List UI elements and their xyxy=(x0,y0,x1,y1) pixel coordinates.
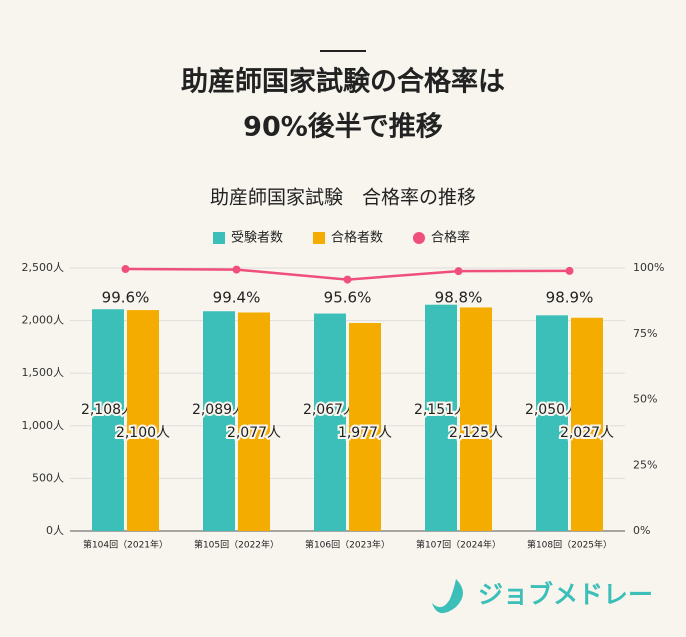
legend-label: 受験者数 xyxy=(231,231,283,246)
x-tick-label: 第105回（2022年） xyxy=(194,539,279,551)
rate-point xyxy=(121,265,130,274)
logo-icon xyxy=(432,579,463,614)
y-tick-label: 1,000人 xyxy=(22,419,65,432)
legend-label: 合格者数 xyxy=(331,230,383,246)
legend-swatch xyxy=(413,232,425,244)
value-label: 2,151人 xyxy=(414,402,468,418)
rate-label: 98.9% xyxy=(546,289,594,307)
rate-point xyxy=(565,266,574,275)
rate-label: 95.6% xyxy=(324,289,372,307)
value-label: 2,108人 xyxy=(81,402,135,418)
legend-swatch xyxy=(213,232,225,244)
y2-tick-label: 50% xyxy=(633,393,657,406)
x-tick-label: 第106回（2023年） xyxy=(305,539,390,551)
y-tick-label: 2,000人 xyxy=(22,314,65,327)
x-tick-label: 第104回（2021年） xyxy=(83,539,168,551)
value-label: 2,027人 xyxy=(560,425,614,441)
rate-label: 99.6% xyxy=(102,289,150,307)
x-tick-label: 第107回（2024年） xyxy=(416,539,501,551)
bar xyxy=(238,312,270,531)
value-label: 1,977人 xyxy=(338,425,392,441)
bar xyxy=(349,323,381,531)
y-tick-label: 2,500人 xyxy=(22,261,65,274)
value-label: 2,100人 xyxy=(116,425,170,441)
bar xyxy=(425,304,457,531)
y-tick-label: 500人 xyxy=(32,471,64,484)
headline: 助産師国家試験の合格率は xyxy=(181,66,505,98)
legend-label: 合格率 xyxy=(431,230,470,246)
bar xyxy=(571,317,603,531)
logo-text: ジョブメドレー xyxy=(478,580,653,609)
y2-tick-label: 0% xyxy=(633,524,650,537)
value-label: 2,067人 xyxy=(303,402,357,418)
bar xyxy=(460,307,492,531)
rate-point xyxy=(454,267,463,276)
y-tick-label: 0人 xyxy=(46,524,64,537)
value-label: 2,089人 xyxy=(192,402,246,418)
bar xyxy=(203,311,235,531)
bar xyxy=(314,313,346,531)
chart-title: 助産師国家試験 合格率の推移 xyxy=(210,187,476,209)
x-tick-label: 第108回（2025年） xyxy=(527,539,612,551)
y2-tick-label: 25% xyxy=(633,458,657,471)
value-label: 2,077人 xyxy=(227,425,281,441)
rate-point xyxy=(232,265,241,274)
bar xyxy=(536,315,568,531)
rate-label: 99.4% xyxy=(213,289,261,307)
bar xyxy=(92,309,124,531)
value-label: 2,050人 xyxy=(525,402,579,418)
value-label: 2,125人 xyxy=(449,425,503,441)
headline: 90%後半で推移 xyxy=(243,112,443,143)
logo: ジョブメドレー xyxy=(432,579,653,614)
y2-tick-label: 100% xyxy=(633,261,664,274)
y2-tick-label: 75% xyxy=(633,327,657,340)
rate-point xyxy=(343,275,352,284)
y-tick-label: 1,500人 xyxy=(22,366,65,379)
legend-swatch xyxy=(313,232,325,244)
rate-label: 98.8% xyxy=(435,289,483,307)
bar xyxy=(127,310,159,531)
